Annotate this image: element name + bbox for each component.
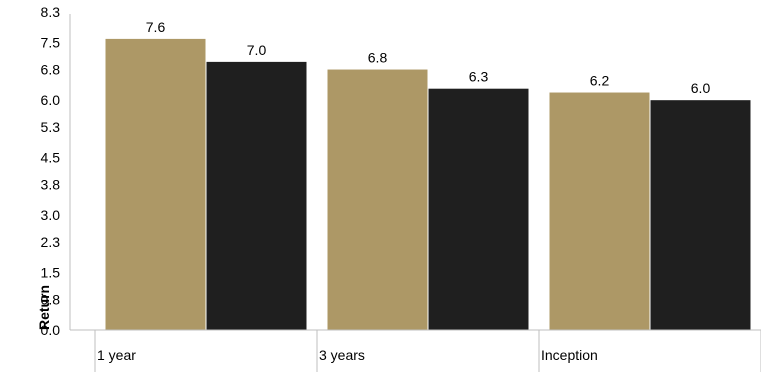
bar (549, 92, 650, 330)
x-category-label: 1 year (97, 347, 136, 363)
data-label: 6.8 (368, 50, 388, 66)
data-label: 6.3 (469, 69, 489, 85)
y-tick-label: 0.8 (41, 291, 61, 307)
y-tick-label: 4.5 (41, 150, 61, 166)
y-tick-label: 0.0 (41, 322, 61, 338)
x-category-label: Inception (541, 347, 598, 363)
y-tick-label: 8.3 (41, 4, 61, 20)
data-label: 6.2 (590, 73, 610, 89)
data-label: 7.0 (247, 42, 267, 58)
bar (105, 38, 206, 330)
y-tick-label: 3.8 (41, 176, 61, 192)
data-label: 7.6 (146, 19, 166, 35)
bar (428, 88, 529, 330)
x-category-label: 3 years (319, 347, 365, 363)
bar (327, 69, 428, 330)
y-tick-label: 6.8 (41, 62, 61, 78)
bar (650, 100, 751, 330)
y-tick-label: 5.3 (41, 119, 61, 135)
y-tick-label: 1.5 (41, 265, 61, 281)
y-tick-label: 6.0 (41, 92, 61, 108)
y-axis-label: Return (36, 285, 52, 330)
y-tick-label: 2.3 (41, 234, 61, 250)
y-tick-label: 7.5 (41, 35, 61, 51)
data-label: 6.0 (691, 80, 711, 96)
y-tick-label: 3.0 (41, 207, 61, 223)
bar (206, 61, 307, 331)
